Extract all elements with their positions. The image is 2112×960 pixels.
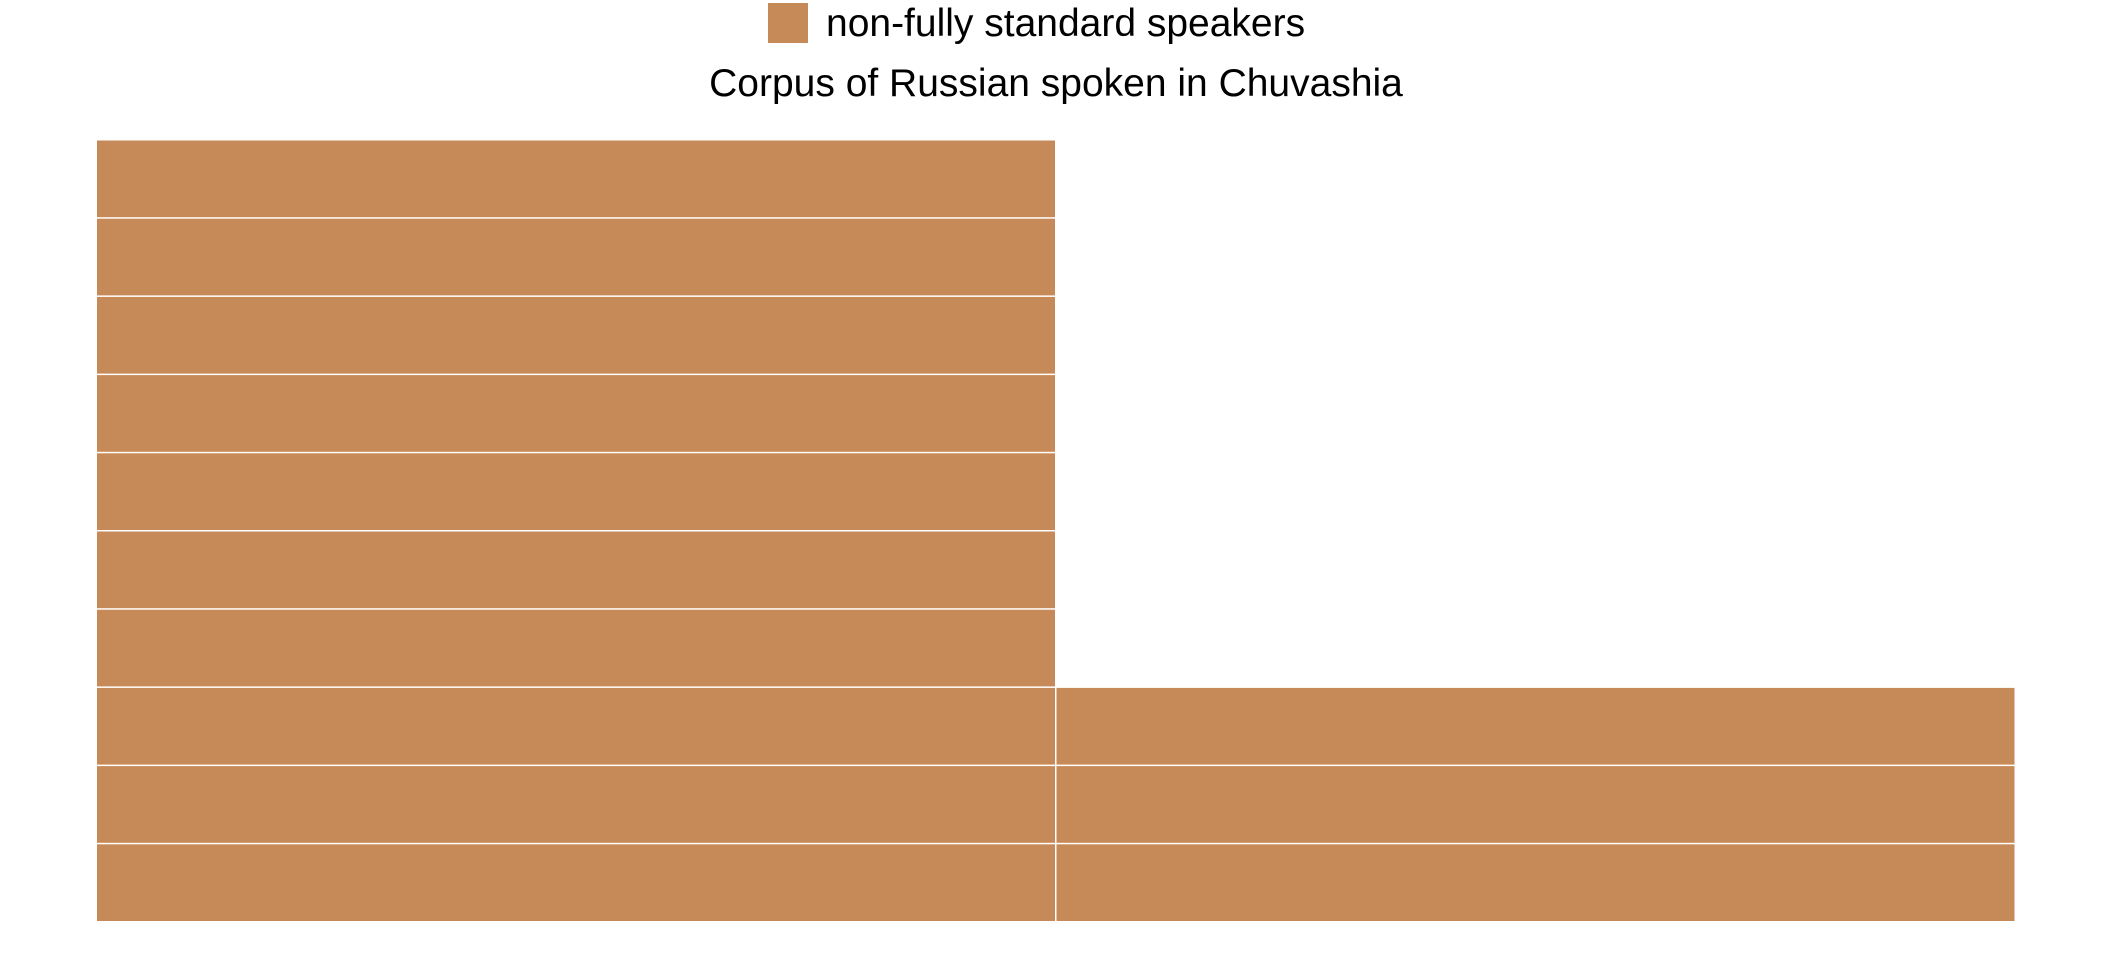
waffle-unit-col1-row3 xyxy=(97,687,1055,765)
waffle-unit-col1-row6 xyxy=(97,453,1055,530)
legend: non-fully standard speakers xyxy=(768,2,1305,45)
waffle-unit-col2-row1 xyxy=(1056,844,2015,921)
waffle-units xyxy=(97,140,2015,921)
waffle-unit-col2-row3 xyxy=(1056,687,2015,765)
waffle-unit-col1-row8 xyxy=(97,296,1055,374)
waffle-unit-col1-row4 xyxy=(97,609,1055,687)
waffle-unit-col1-row7 xyxy=(97,375,1055,452)
waffle-unit-col2-row2 xyxy=(1056,766,2015,843)
waffle-unit-col1-row2 xyxy=(97,766,1055,843)
waffle-unit-col1-row10 xyxy=(97,140,1055,218)
legend-swatch xyxy=(768,3,808,43)
waffle-unit-col1-row1 xyxy=(97,844,1055,921)
legend-label: non-fully standard speakers xyxy=(826,2,1305,45)
waffle-unit-col1-row9 xyxy=(97,218,1055,296)
waffle-unit-col1-row5 xyxy=(97,531,1055,609)
chart-title: Corpus of Russian spoken in Chuvashia xyxy=(709,62,1403,105)
